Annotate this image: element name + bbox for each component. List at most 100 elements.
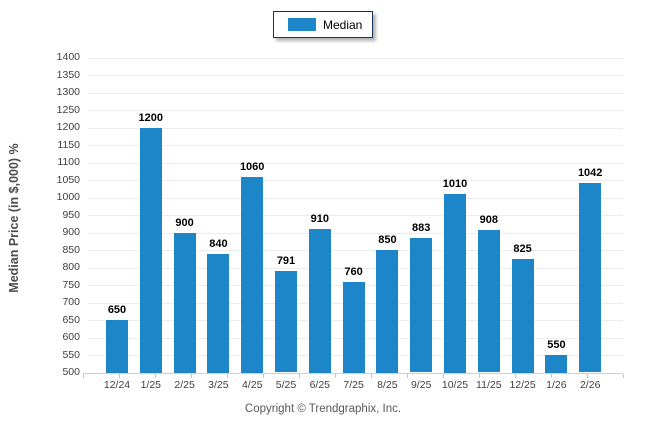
x-tick-label: 3/25 <box>208 378 229 391</box>
x-tick-label: 11/25 <box>476 378 502 391</box>
gridline <box>88 215 623 216</box>
bar-7/25 <box>342 281 365 373</box>
gridline <box>88 162 623 164</box>
x-axis-tick <box>299 373 300 378</box>
bar-value-label: 840 <box>209 237 228 250</box>
x-tick-label: 10/25 <box>441 378 469 391</box>
bar-2/25 <box>173 232 196 373</box>
bar-8/25 <box>376 250 399 373</box>
bar-value-label: 1060 <box>239 160 265 173</box>
x-axis-tick <box>587 373 588 378</box>
x-tick-label: 9/25 <box>410 378 432 391</box>
y-tick-label: 650 <box>62 313 80 326</box>
y-tick-label: 850 <box>62 243 80 256</box>
x-axis-tick <box>443 373 444 378</box>
gridline <box>88 57 623 59</box>
x-axis-tick <box>407 373 408 378</box>
gridline <box>88 267 623 269</box>
x-axis-tick <box>155 373 156 378</box>
bar-value-label: 825 <box>513 242 532 255</box>
bar-value-label: 760 <box>344 265 363 278</box>
x-axis-tick <box>83 373 84 378</box>
bar-value-label: 1010 <box>442 178 468 190</box>
gridline <box>88 127 623 129</box>
y-tick-label: 900 <box>62 226 80 238</box>
bar-12/25 <box>511 258 534 373</box>
gridline <box>88 250 623 251</box>
y-tick-label: 1400 <box>56 51 80 63</box>
bar-value-label: 910 <box>310 213 329 225</box>
bar-11/25 <box>477 229 500 373</box>
bar-9/25 <box>410 238 433 373</box>
legend-swatch-median <box>288 18 316 31</box>
x-axis-tick <box>551 373 552 378</box>
x-tick-label: 5/25 <box>275 378 297 391</box>
y-tick-label: 1000 <box>56 191 80 203</box>
bar-4/25 <box>241 176 264 373</box>
x-tick-label: 1/25 <box>140 378 162 391</box>
y-tick-label: 950 <box>62 208 80 221</box>
x-axis-line <box>83 372 623 374</box>
y-tick-label: 600 <box>62 331 80 343</box>
bar-1/25 <box>139 127 162 373</box>
bar-6/25 <box>308 229 331 373</box>
bar-1/26 <box>545 355 568 373</box>
bar-12/24 <box>106 320 128 373</box>
gridline <box>88 92 623 94</box>
x-tick-label: 12/24 <box>103 378 131 391</box>
gridline <box>88 197 623 199</box>
x-axis-tick <box>335 373 336 378</box>
y-tick-label: 1350 <box>56 68 80 81</box>
copyright-text: Copyright © Trendgraphix, Inc. <box>244 403 402 415</box>
bar-value-label: 650 <box>107 304 127 316</box>
bar-value-label: 850 <box>378 234 397 246</box>
x-axis-tick <box>191 373 192 378</box>
bar-value-label: 883 <box>412 222 431 235</box>
x-tick-label: 4/25 <box>241 378 263 391</box>
y-axis-title: Median Price (in $,000) % <box>7 143 21 293</box>
bar-value-label: 900 <box>175 216 194 229</box>
x-tick-label: 7/25 <box>343 378 364 391</box>
y-tick-label: 1150 <box>57 138 80 151</box>
x-axis-tick <box>263 373 264 378</box>
y-tick-label: 1100 <box>57 156 80 168</box>
bar-value-label: 550 <box>547 339 566 351</box>
legend-label: Median <box>323 17 363 32</box>
y-tick-label: 750 <box>62 278 80 291</box>
x-tick-label: 8/25 <box>377 378 398 391</box>
bar-5/25 <box>275 270 297 373</box>
y-tick-label: 1200 <box>56 121 80 133</box>
bar-10/25 <box>444 194 466 373</box>
bar-value-label: 1200 <box>138 111 164 124</box>
y-tick-label: 550 <box>62 348 80 361</box>
y-tick-label: 1300 <box>56 86 80 98</box>
x-tick-label: 1/26 <box>546 378 567 391</box>
x-axis-tick <box>623 373 624 378</box>
x-tick-label: 12/25 <box>509 378 536 391</box>
bar-value-label: 908 <box>479 213 498 226</box>
x-axis-tick <box>479 373 480 378</box>
gridline <box>88 145 623 146</box>
x-tick-label: 2/26 <box>579 378 601 391</box>
bar-value-label: 1042 <box>577 166 603 179</box>
chart-legend: Median <box>273 11 373 38</box>
y-tick-label: 700 <box>62 296 80 308</box>
gridline <box>88 110 623 111</box>
x-tick-label: 2/25 <box>174 378 195 391</box>
y-tick-label: 1250 <box>56 103 80 116</box>
x-axis-tick <box>371 373 372 378</box>
y-tick-label: 1050 <box>56 173 80 186</box>
x-axis-tick <box>119 373 120 378</box>
gridline <box>88 232 623 234</box>
gridline <box>88 180 623 181</box>
gridline <box>88 75 623 76</box>
bar-3/25 <box>207 253 230 373</box>
y-tick-label: 800 <box>62 261 80 273</box>
bar-2/26 <box>579 182 602 373</box>
y-tick-label: 500 <box>62 366 80 378</box>
x-axis-tick <box>227 373 228 378</box>
x-axis-tick <box>515 373 516 378</box>
bar-value-label: 791 <box>276 254 296 267</box>
x-tick-label: 6/25 <box>309 378 331 391</box>
